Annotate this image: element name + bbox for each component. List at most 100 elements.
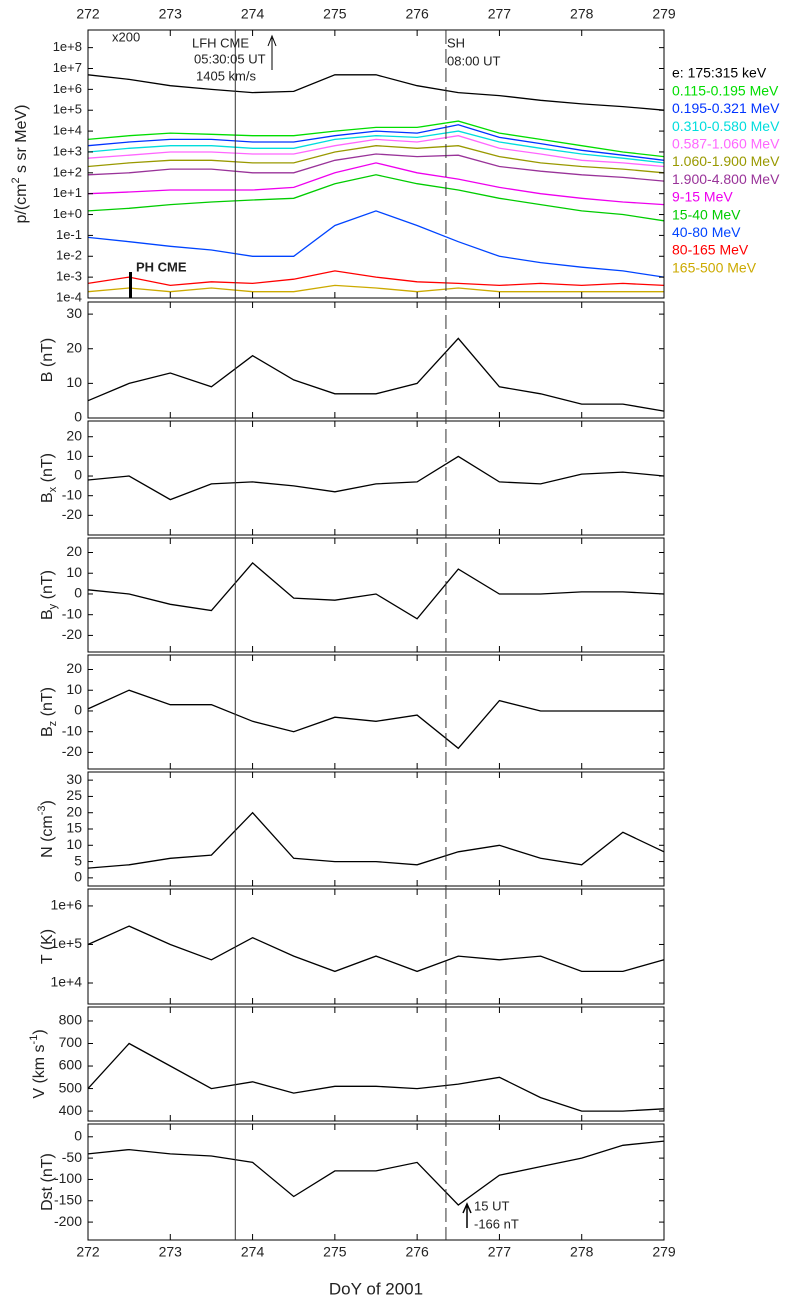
y-tick-label: 25	[66, 787, 82, 803]
annotation: 05:30:05 UT	[194, 51, 266, 66]
y-axis-label-part: -3	[36, 805, 48, 815]
series-line	[87, 925, 665, 973]
x-tick-label: 276	[405, 1244, 429, 1260]
x-tick-label: 275	[323, 6, 347, 22]
series-line	[87, 1042, 665, 1112]
annotation: LFH CME	[192, 35, 249, 50]
legend-entry: 15-40 MeV	[672, 206, 741, 222]
series-line	[87, 337, 665, 412]
y-tick-label: 1e+2	[53, 164, 82, 179]
series-line	[87, 162, 665, 206]
y-tick-label: 0	[74, 409, 82, 425]
y-tick-label: 10	[66, 681, 82, 697]
panel-frame	[87, 654, 665, 770]
series-line	[87, 124, 665, 161]
x-tick-label: 273	[159, 6, 183, 22]
y-axis-label-part: )	[39, 800, 56, 805]
y-tick-label: 10	[66, 374, 82, 390]
y-axis-label: Bx (nT)	[39, 453, 59, 503]
y-tick-label: 10	[66, 447, 82, 463]
panel-frame	[87, 771, 665, 887]
y-tick-label: 20	[66, 543, 82, 559]
y-tick-label: 800	[59, 1012, 83, 1028]
x-tick-label: 274	[241, 1244, 265, 1260]
y-tick-label: 10	[66, 564, 82, 580]
y-axis-label-part: (nT)	[39, 570, 56, 604]
legend-entry: e: 175:315 keV	[672, 65, 767, 81]
series-line	[87, 145, 665, 174]
panel-frame	[87, 1006, 665, 1122]
y-axis-label-part: z	[47, 721, 59, 727]
y-tick-label: 1e+0	[53, 206, 82, 221]
annotation-arrow	[462, 1202, 472, 1228]
annotation: PH CME	[136, 259, 187, 274]
series-line	[87, 153, 665, 182]
series-line	[87, 74, 665, 111]
legend-entry: 9-15 MeV	[672, 189, 733, 205]
series-line	[87, 811, 665, 869]
annotation-arrow	[267, 34, 277, 70]
x-tick-label: 272	[76, 1244, 100, 1260]
y-axis-label-part: B (nT)	[39, 338, 56, 382]
y-tick-label: 600	[59, 1057, 83, 1073]
y-tick-label: 20	[66, 427, 82, 443]
annotation: 1405 km/s	[196, 68, 256, 83]
y-tick-label: 1e+5	[50, 935, 82, 951]
y-tick-label: 1e+6	[53, 81, 82, 96]
y-tick-label: 30	[66, 771, 82, 787]
legend-entry: 0.115-0.195 MeV	[672, 82, 779, 98]
y-tick-label: -10	[62, 605, 82, 621]
y-tick-label: 1e-2	[56, 248, 82, 263]
y-tick-label: 700	[59, 1034, 83, 1050]
y-axis-label-part: s sr MeV)	[13, 104, 30, 177]
y-axis-label-part: y	[47, 603, 59, 609]
y-axis-label: V (km s-1)	[28, 1029, 48, 1098]
y-tick-label: 0	[74, 1127, 82, 1143]
y-tick-label: 1e+8	[53, 39, 82, 54]
annotation: 15 UT	[474, 1198, 509, 1213]
y-tick-label: 30	[66, 305, 82, 321]
series-line	[87, 120, 665, 158]
series-line	[87, 1140, 665, 1206]
y-tick-label: 1e+6	[50, 897, 82, 913]
annotation: -166 nT	[474, 1216, 519, 1231]
y-axis-label: By (nT)	[39, 570, 59, 620]
legend-entry: 1.060-1.900 MeV	[672, 153, 780, 169]
series-line	[87, 270, 665, 287]
x-tick-label: 278	[570, 6, 594, 22]
y-tick-label: 1e-1	[56, 227, 82, 242]
x-axis-label: DoY of 2001	[329, 1279, 423, 1298]
x-tick-label: 273	[159, 1244, 183, 1260]
series-line	[87, 130, 665, 164]
y-tick-label: 0	[74, 467, 82, 483]
y-tick-label: 5	[74, 852, 82, 868]
y-tick-label: 1e+5	[53, 102, 82, 117]
y-tick-label: 1e+1	[53, 185, 82, 200]
x-tick-label: 274	[241, 6, 265, 22]
x-tick-label: 279	[652, 1244, 676, 1260]
y-tick-label: -200	[54, 1213, 82, 1229]
y-tick-label: -10	[62, 486, 82, 502]
y-axis-label: N (cm-3)	[36, 800, 56, 858]
y-axis-label-part: -1	[28, 1035, 40, 1045]
y-tick-label: 500	[59, 1079, 83, 1095]
y-axis-label-part: p/(cm	[13, 184, 30, 224]
y-tick-label: 20	[66, 660, 82, 676]
y-tick-label: -20	[62, 743, 82, 759]
panel-frame	[87, 301, 665, 419]
y-axis-label-part: N (cm	[39, 815, 56, 858]
x-tick-label: 278	[570, 1244, 594, 1260]
y-axis-label-part: (nT)	[39, 687, 56, 721]
y-tick-label: 20	[66, 803, 82, 819]
series-line	[87, 561, 665, 620]
y-tick-label: 1e+4	[50, 974, 82, 990]
x-tick-label: 276	[405, 6, 429, 22]
y-tick-label: 1e+4	[53, 123, 82, 138]
panel-frame	[87, 537, 665, 653]
x-tick-label: 279	[652, 6, 676, 22]
series-line	[87, 174, 665, 222]
x-tick-label: 277	[488, 6, 512, 22]
series-line	[87, 455, 665, 501]
